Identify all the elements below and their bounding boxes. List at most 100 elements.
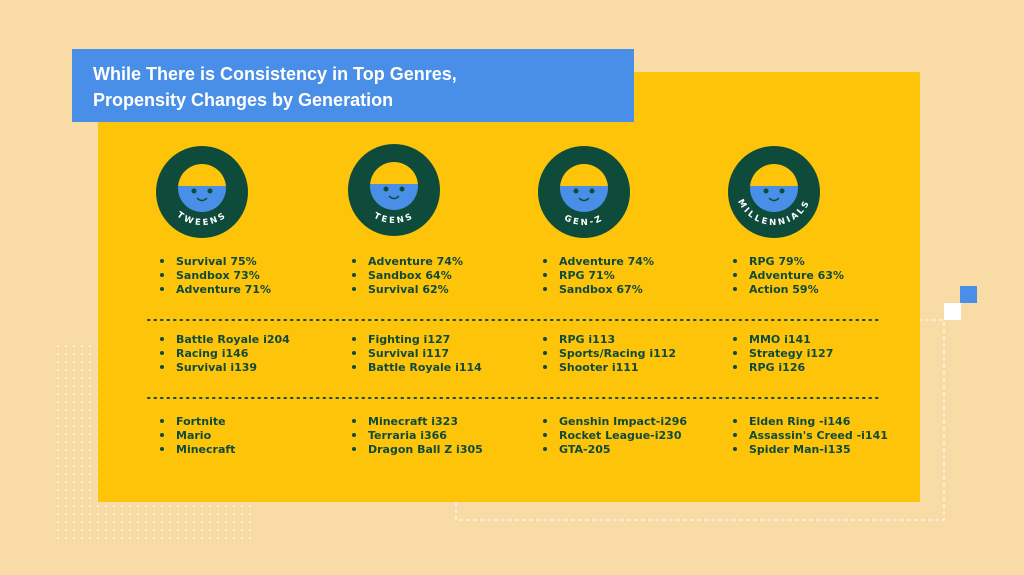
- list-item: Assassin's Creed -i141: [749, 429, 888, 442]
- badge: MILLENNIALS: [728, 146, 820, 238]
- list-item: Terraria i366: [368, 429, 447, 442]
- hair: [750, 164, 798, 186]
- list-item: RPG i113: [559, 333, 615, 346]
- bullet: [733, 259, 737, 263]
- list-item: Strategy i127: [749, 347, 833, 360]
- bullet: [543, 447, 547, 451]
- list-item: Battle Royale i114: [368, 361, 482, 374]
- mouth: [388, 195, 400, 200]
- bullet: [160, 273, 164, 277]
- list-item: Adventure 74%: [368, 255, 463, 268]
- list-item: Spider Man-i135: [749, 443, 851, 456]
- square-blue: [960, 286, 977, 303]
- bullet: [352, 365, 356, 369]
- bullet: [352, 273, 356, 277]
- list-item: Sandbox 73%: [176, 269, 260, 282]
- bullet: [733, 433, 737, 437]
- list-item: Fortnite: [176, 415, 226, 428]
- list-item: Genshin Impact-i296: [559, 415, 687, 428]
- list-item: GTA-205: [559, 443, 611, 456]
- list-item: Survival 62%: [368, 283, 449, 296]
- eye: [573, 188, 579, 194]
- list-item: Shooter i111: [559, 361, 639, 374]
- eye: [763, 188, 769, 194]
- list-item: Adventure 63%: [749, 269, 844, 282]
- title-box: [72, 49, 634, 122]
- badge: GEN-Z: [538, 146, 630, 238]
- badge: TEENS: [348, 144, 440, 236]
- list-item: Action 59%: [749, 283, 819, 296]
- bullet: [160, 433, 164, 437]
- badge-label: GEN-Z: [563, 213, 606, 228]
- bullet: [543, 365, 547, 369]
- bullet: [160, 365, 164, 369]
- bullet: [733, 287, 737, 291]
- list-item: Rocket League-i230: [559, 429, 682, 442]
- hair: [370, 162, 418, 184]
- badge-label-path: TEENS: [372, 211, 413, 226]
- list-item: Sandbox 64%: [368, 269, 452, 282]
- bullet: [543, 351, 547, 355]
- bullet: [543, 259, 547, 263]
- bullet: [160, 337, 164, 341]
- bullet: [543, 419, 547, 423]
- bullet: [543, 273, 547, 277]
- bullet: [160, 351, 164, 355]
- list-item: RPG i126: [749, 361, 805, 374]
- list-item: Sports/Racing i112: [559, 347, 676, 360]
- list-item: Sandbox 67%: [559, 283, 643, 296]
- list-item: Minecraft i323: [368, 415, 458, 428]
- eye: [589, 188, 595, 194]
- title-line: Propensity Changes by Generation: [93, 90, 393, 110]
- bullet: [352, 419, 356, 423]
- list-item: Adventure 74%: [559, 255, 654, 268]
- badge-label-path: GEN-Z: [563, 213, 603, 228]
- bullet: [543, 433, 547, 437]
- eye: [191, 188, 197, 194]
- eye: [399, 186, 405, 192]
- list-item: Survival 75%: [176, 255, 257, 268]
- hair: [178, 164, 226, 186]
- bullet: [733, 273, 737, 277]
- mouth: [196, 197, 208, 202]
- bullet: [160, 447, 164, 451]
- title-line: While There is Consistency in Top Genres…: [93, 64, 457, 84]
- list-item: Fighting i127: [368, 333, 450, 346]
- bullet: [543, 337, 547, 341]
- bullet: [733, 447, 737, 451]
- bullet: [352, 447, 356, 451]
- mouth: [768, 197, 780, 202]
- bullet: [352, 287, 356, 291]
- list-item: Dragon Ball Z i305: [368, 443, 483, 456]
- square-white: [944, 303, 961, 320]
- bullet: [733, 337, 737, 341]
- bullet: [352, 259, 356, 263]
- list-item: Survival i117: [368, 347, 449, 360]
- bullet: [733, 365, 737, 369]
- list-item: Elden Ring -i146: [749, 415, 851, 428]
- bullet: [733, 351, 737, 355]
- bullet: [733, 419, 737, 423]
- list-item: RPG 79%: [749, 255, 805, 268]
- list-item: Battle Royale i204: [176, 333, 290, 346]
- list-item: Minecraft: [176, 443, 235, 456]
- hair: [560, 164, 608, 186]
- bullet: [160, 287, 164, 291]
- eye: [779, 188, 785, 194]
- bullet: [352, 433, 356, 437]
- list-item: Racing i146: [176, 347, 249, 360]
- eye: [207, 188, 213, 194]
- bullet: [160, 259, 164, 263]
- content: TWEENS Survival 75%Sandbox 73% Adventure 7…: [147, 144, 888, 456]
- bullet: [543, 287, 547, 291]
- bullet: [352, 351, 356, 355]
- badge: TWEENS: [156, 146, 248, 238]
- bullet: [352, 337, 356, 341]
- eye: [383, 186, 389, 192]
- bullet: [160, 419, 164, 423]
- list-item: Survival i139: [176, 361, 257, 374]
- list-item: RPG 71%: [559, 269, 615, 282]
- mouth: [578, 197, 590, 202]
- badge-label: TEENS: [372, 211, 416, 226]
